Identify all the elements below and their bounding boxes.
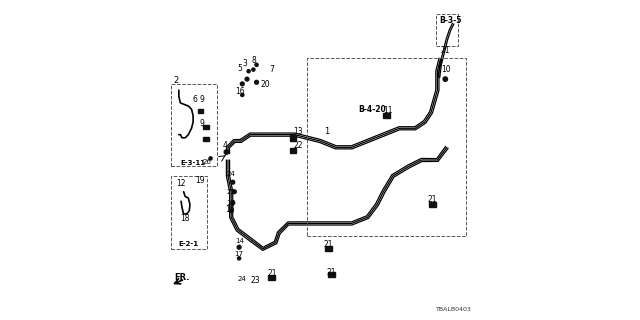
Text: E-2-1: E-2-1 [179, 241, 198, 247]
Text: 21: 21 [326, 268, 336, 277]
Circle shape [255, 80, 259, 84]
Text: 19: 19 [195, 176, 205, 185]
Text: 21: 21 [324, 240, 333, 249]
Text: 23: 23 [250, 276, 260, 285]
Circle shape [224, 150, 228, 154]
Text: 24: 24 [227, 171, 236, 177]
Bar [291, 135, 296, 141]
Text: 1: 1 [324, 127, 329, 136]
Circle shape [247, 69, 250, 73]
Bar [383, 113, 390, 118]
Circle shape [229, 209, 233, 213]
Text: 17: 17 [226, 200, 235, 206]
Text: 13: 13 [294, 127, 303, 136]
Text: 15: 15 [225, 205, 234, 214]
Bar [429, 202, 436, 207]
Text: 21: 21 [428, 195, 437, 204]
Text: 21: 21 [267, 269, 276, 278]
Text: 11: 11 [383, 106, 392, 115]
Text: 2: 2 [173, 76, 179, 85]
Text: 25: 25 [227, 189, 236, 195]
Text: FR.: FR. [174, 273, 189, 282]
Text: 8: 8 [252, 56, 257, 65]
Bar [307, 59, 466, 236]
Text: 14: 14 [236, 238, 244, 244]
Text: 20: 20 [260, 80, 270, 89]
Bar [328, 272, 335, 277]
Text: 10: 10 [442, 65, 451, 74]
Circle shape [232, 190, 236, 194]
Circle shape [209, 157, 212, 160]
Circle shape [241, 82, 244, 86]
Text: 18: 18 [180, 214, 190, 223]
Bar [198, 109, 204, 113]
Bar [325, 246, 332, 252]
Circle shape [237, 257, 241, 260]
Bar [268, 275, 275, 280]
Bar [204, 124, 209, 129]
Text: 3: 3 [242, 59, 247, 68]
Circle shape [237, 245, 241, 249]
Text: 22: 22 [294, 141, 303, 150]
Text: 12: 12 [176, 179, 186, 188]
Bar [436, 14, 458, 46]
Text: 7: 7 [269, 65, 274, 74]
Circle shape [255, 63, 258, 67]
Bar [171, 84, 217, 166]
Text: 26: 26 [203, 159, 212, 164]
Text: TBALB0403: TBALB0403 [436, 307, 472, 312]
Text: E-3-11: E-3-11 [180, 160, 205, 166]
Bar [171, 176, 207, 249]
Text: 5: 5 [237, 63, 242, 73]
Bar [291, 148, 296, 153]
Circle shape [241, 93, 244, 97]
Circle shape [231, 180, 235, 184]
Text: 17: 17 [235, 251, 244, 257]
Text: 9: 9 [200, 95, 204, 104]
Text: 21: 21 [440, 46, 450, 55]
Circle shape [443, 77, 447, 81]
Text: 24: 24 [238, 276, 246, 282]
Circle shape [231, 201, 235, 205]
Text: 4: 4 [222, 141, 227, 150]
Text: 6: 6 [193, 95, 198, 104]
Text: B-4-20: B-4-20 [358, 105, 386, 114]
Bar [204, 137, 209, 141]
Text: 9: 9 [200, 119, 204, 128]
Text: 16: 16 [235, 87, 244, 96]
Circle shape [252, 68, 255, 71]
Text: B-3-5: B-3-5 [439, 16, 461, 25]
Circle shape [245, 77, 249, 81]
